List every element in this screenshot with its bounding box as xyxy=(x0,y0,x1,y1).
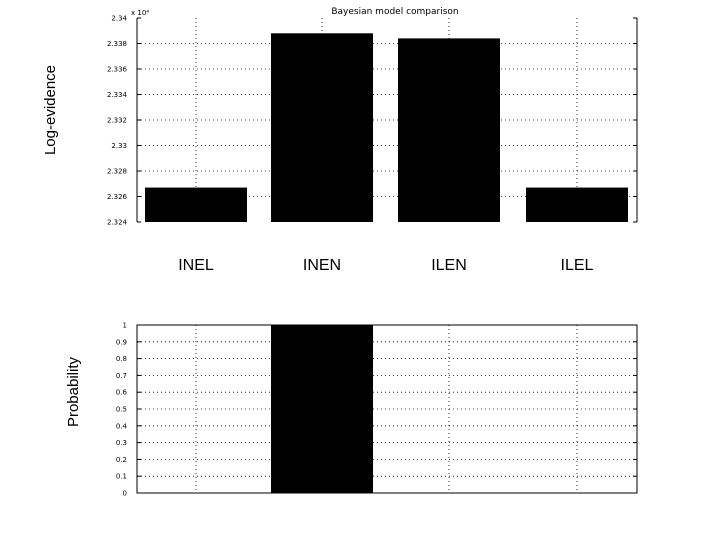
y-tick-label: 0.6 xyxy=(116,389,128,397)
y-tick-label: 0.7 xyxy=(116,372,127,380)
y-tick-label: 0.9 xyxy=(116,338,127,346)
category-label-ilen: ILEN xyxy=(431,257,467,274)
chart-panel-1: 2.324 2.326 2.328 2.33 2.332 2.334 2.336 2.338 2… xyxy=(42,7,638,274)
y-tick-label: 2.326 xyxy=(107,193,128,201)
y-tick-label: 0.3 xyxy=(116,439,127,447)
y-exponent-label: x 10⁴ xyxy=(131,9,149,17)
bar-inel xyxy=(145,187,247,222)
y-tick-label: 1 xyxy=(123,322,127,330)
bar-inen xyxy=(271,33,373,222)
y-tick-label: 0.8 xyxy=(116,355,127,363)
chart-panel-2: 0 0.1 0.2 0.3 0.4 0.5 0.6 0.7 0.8 0.9 1 Probability xyxy=(65,322,638,498)
y-tick-label: 2.336 xyxy=(107,66,128,74)
bar-ilel xyxy=(526,187,628,222)
bar-inen xyxy=(271,325,373,493)
y-tick-label: 2.338 xyxy=(107,40,127,48)
y-tick-label: 2.328 xyxy=(107,168,127,176)
y-tick-label: 2.33 xyxy=(111,142,127,150)
y-tick-label: 2.332 xyxy=(107,117,127,125)
y-tick-label: 2.324 xyxy=(107,219,128,227)
y-tick-label: 0 xyxy=(123,490,127,498)
category-label-ilel: ILEL xyxy=(561,257,594,274)
y-tick-label: 0.1 xyxy=(116,473,127,481)
y-tick-label: 0.5 xyxy=(116,406,127,414)
y-tick-label: 2.34 xyxy=(111,15,127,23)
y-axis-label: Log-evidence xyxy=(42,65,59,155)
y-tick-label: 0.4 xyxy=(116,422,128,430)
y-axis-label: Probability xyxy=(65,356,82,427)
y-tick-label: 0.2 xyxy=(116,456,127,464)
category-label-inen: INEN xyxy=(303,257,341,274)
chart-title: Bayesian model comparison xyxy=(331,7,458,17)
y-tick-label: 2.334 xyxy=(107,91,128,99)
category-label-inel: INEL xyxy=(178,257,214,274)
bar-ilen xyxy=(398,38,500,223)
